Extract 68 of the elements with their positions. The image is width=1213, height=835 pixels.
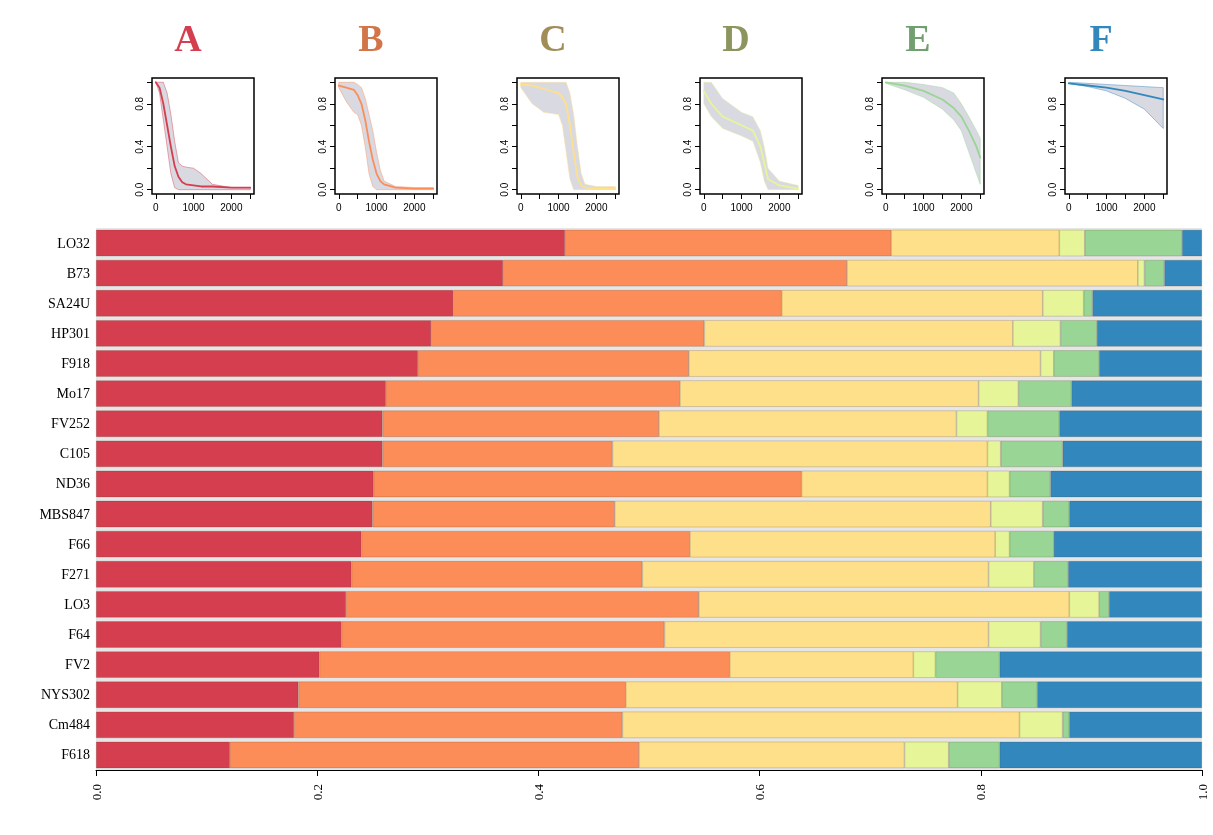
- x-tick-label: 1.0: [1194, 784, 1210, 801]
- y-tick-label: F618: [61, 747, 90, 763]
- x-tick-label: 0.6: [752, 783, 768, 801]
- chart-title: F: [1089, 17, 1113, 59]
- x-tick-label: 0: [700, 201, 707, 213]
- y-tick-label: 0.0: [498, 182, 510, 197]
- y-tick-label: 0.4: [863, 139, 875, 154]
- y-tick-label: F66: [68, 536, 90, 552]
- y-tick-label: B73: [66, 265, 90, 281]
- x-tick-label: 0: [153, 201, 159, 213]
- x-tick-label: 1000: [912, 201, 936, 213]
- y-tick-label: 0.8: [681, 96, 693, 111]
- x-tick-label: 1000: [182, 201, 206, 213]
- y-tick-label: 0.0: [316, 182, 328, 197]
- x-tick-label: 1000: [730, 201, 753, 213]
- x-tick-label: 0.0: [88, 784, 104, 801]
- y-tick-label: 0.4: [316, 139, 328, 154]
- y-tick-label: 0.8: [498, 96, 510, 111]
- y-tick-label: LO32: [57, 235, 90, 251]
- y-tick-label: 0.8: [1046, 96, 1058, 111]
- x-tick-label: 2000: [950, 201, 974, 213]
- x-tick-label: 0: [1066, 201, 1072, 213]
- y-tick-label: C105: [59, 446, 90, 462]
- x-tick-label: 1000: [365, 201, 388, 213]
- x-tick-label: 1000: [1095, 201, 1119, 213]
- y-tick-label: 0.0: [863, 182, 875, 197]
- y-tick-label: 0.4: [498, 139, 510, 154]
- y-tick-label: 0.0: [681, 182, 693, 197]
- y-tick-label: F64: [68, 627, 90, 642]
- x-tick-label: 2000: [768, 201, 791, 213]
- y-tick-label: ND36: [55, 476, 90, 492]
- y-tick-label: SA24U: [47, 295, 90, 311]
- y-tick-label: 0.0: [1046, 182, 1058, 197]
- chart-title: B: [357, 17, 384, 59]
- y-tick-label: 0.4: [681, 139, 693, 154]
- y-tick-label: 0.8: [316, 96, 328, 111]
- x-tick-label: 2000: [402, 201, 426, 213]
- chart-title: D: [722, 17, 750, 59]
- x-tick-label: 1000: [547, 201, 571, 213]
- x-tick-label: 2000: [220, 201, 243, 213]
- line-series: [1067, 82, 1165, 101]
- y-tick-label: Cm484: [48, 717, 90, 733]
- y-tick-label: F271: [61, 566, 90, 582]
- chart-title: A: [174, 17, 203, 59]
- line-series: [885, 81, 982, 159]
- y-tick-label: 0.8: [863, 96, 875, 111]
- chart-title: C: [539, 17, 567, 59]
- y-tick-label: 0.4: [1046, 139, 1058, 154]
- x-tick-label: 0: [518, 201, 525, 213]
- y-tick-label: HP301: [51, 325, 90, 341]
- y-tick-label: FV2: [65, 657, 90, 673]
- x-tick-label: 0: [883, 201, 890, 213]
- y-tick-label: FV252: [51, 416, 90, 432]
- y-tick-label: Mo17: [56, 386, 90, 402]
- x-tick-label: 2000: [585, 201, 609, 213]
- x-tick-label: 0: [335, 201, 342, 213]
- y-tick-label: LO3: [64, 596, 90, 612]
- y-tick-label: MBS847: [39, 506, 90, 522]
- x-tick-label: 0.4: [530, 783, 546, 801]
- y-tick-label: 0.0: [133, 182, 145, 197]
- x-tick-label: 0.2: [309, 784, 325, 801]
- y-tick-label: F918: [61, 356, 90, 371]
- y-tick-label: 0.8: [133, 96, 145, 111]
- x-tick-label: 2000: [1133, 201, 1156, 213]
- y-tick-label: NYS302: [40, 687, 90, 703]
- y-tick-label: 0.4: [133, 139, 145, 154]
- chart-title: E: [905, 17, 932, 59]
- x-tick-label: 0.8: [973, 784, 989, 801]
